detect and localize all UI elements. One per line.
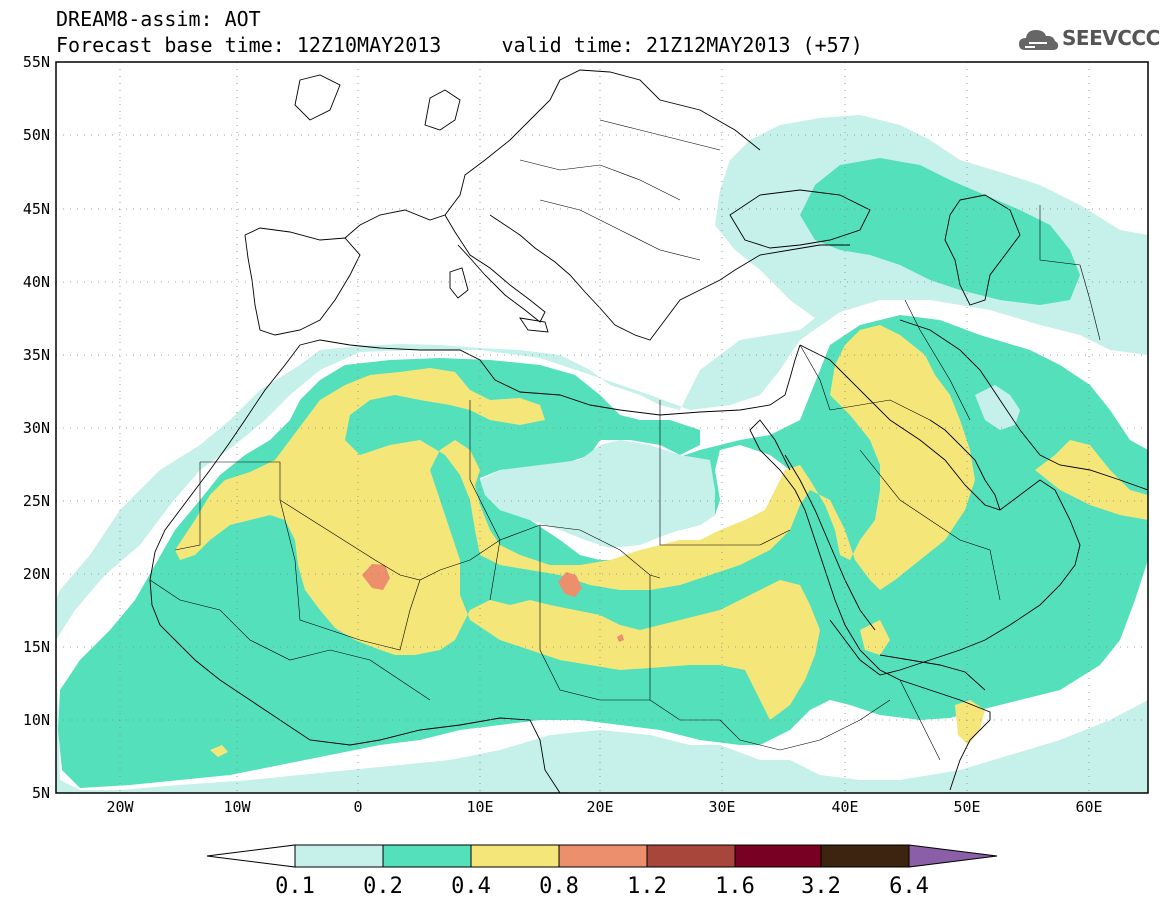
lon-tick: 10W: [223, 798, 251, 816]
lat-tick: 50N: [23, 126, 50, 144]
aot-field-0.8-a: [362, 564, 390, 590]
aot-field-0.4-yemen: [860, 620, 890, 655]
lon-tick: 30E: [708, 798, 735, 816]
aot-field-0.8-c: [617, 634, 624, 642]
title-line-2: Forecast base time: 12Z10MAY2013 valid t…: [56, 33, 863, 57]
lon-tick: 50E: [953, 798, 980, 816]
lon-tick: 40E: [831, 798, 858, 816]
title-line-1: DREAM8-assim: AOT: [56, 7, 261, 31]
colorbar-swatch: [646, 844, 736, 868]
colorbar-swatch: [382, 844, 472, 868]
colorbar-label: 0.1: [275, 874, 315, 899]
lat-tick: 25N: [23, 492, 50, 510]
lon-tick: 0: [353, 798, 362, 816]
colorbar-swatch: [558, 844, 648, 868]
colorbar-swatch: [820, 844, 910, 868]
lat-tick: 10N: [23, 711, 50, 729]
lat-tick: 20N: [23, 565, 50, 583]
aot-field-0.4: [175, 325, 975, 720]
aot-field-0.1-libya: [480, 440, 715, 548]
coastlines: [149, 69, 1148, 793]
grid-lines: [56, 62, 1148, 793]
colorbar-swatch: [470, 844, 560, 868]
colorbar-label: 0.2: [363, 874, 403, 899]
lon-axis: 20W 10W 0 10E 20E 30E 40E 50E 60E: [106, 798, 1102, 816]
colorbar-label: 1.6: [715, 874, 755, 899]
colorbar-swatch: [294, 844, 384, 868]
colorbar-label: 0.8: [539, 874, 579, 899]
colorbar-label: 0.4: [451, 874, 491, 899]
lat-tick: 30N: [23, 419, 50, 437]
lat-tick: 55N: [23, 53, 50, 71]
aot-field-0.4-ghana: [210, 745, 228, 757]
aot-field-0.1: [56, 115, 1148, 793]
lon-tick: 10E: [466, 798, 493, 816]
lat-tick: 45N: [23, 200, 50, 218]
colorbar-label: 1.2: [627, 874, 667, 899]
colorbar-label: 3.2: [801, 874, 841, 899]
lon-tick: 20E: [586, 798, 613, 816]
colorbar-high-arrow: [908, 844, 998, 868]
aot-field-0.4-somalia: [955, 700, 985, 745]
colorbar-labels: 0.1 0.2 0.4 0.8 1.2 1.6 3.2 6.4: [275, 874, 929, 899]
lat-tick: 35N: [23, 346, 50, 364]
lat-tick: 15N: [23, 638, 50, 656]
lat-tick: 40N: [23, 273, 50, 291]
map-frame: [55, 61, 1149, 794]
aot-field-0.4-east: [1035, 440, 1148, 520]
colorbar-low-arrow: [206, 844, 296, 868]
logo-text: SEEVCCC: [1062, 26, 1160, 50]
lat-tick: 5N: [32, 784, 50, 802]
colorbar: [206, 844, 998, 868]
aot-field-0.2: [58, 315, 1148, 788]
colorbar-label: 6.4: [889, 874, 929, 899]
lat-axis: 55N 50N 45N 40N 35N 30N 25N 20N 15N 10N …: [23, 53, 50, 802]
lon-tick: 60E: [1075, 798, 1102, 816]
aot-field-0.1-gulf: [975, 385, 1020, 430]
colorbar-swatch: [734, 844, 822, 868]
aot-field-0.8-b: [558, 572, 582, 597]
aot-field-0.2-caspian: [800, 158, 1080, 305]
cloud-icon: [1019, 30, 1059, 50]
lon-tick: 20W: [106, 798, 134, 816]
